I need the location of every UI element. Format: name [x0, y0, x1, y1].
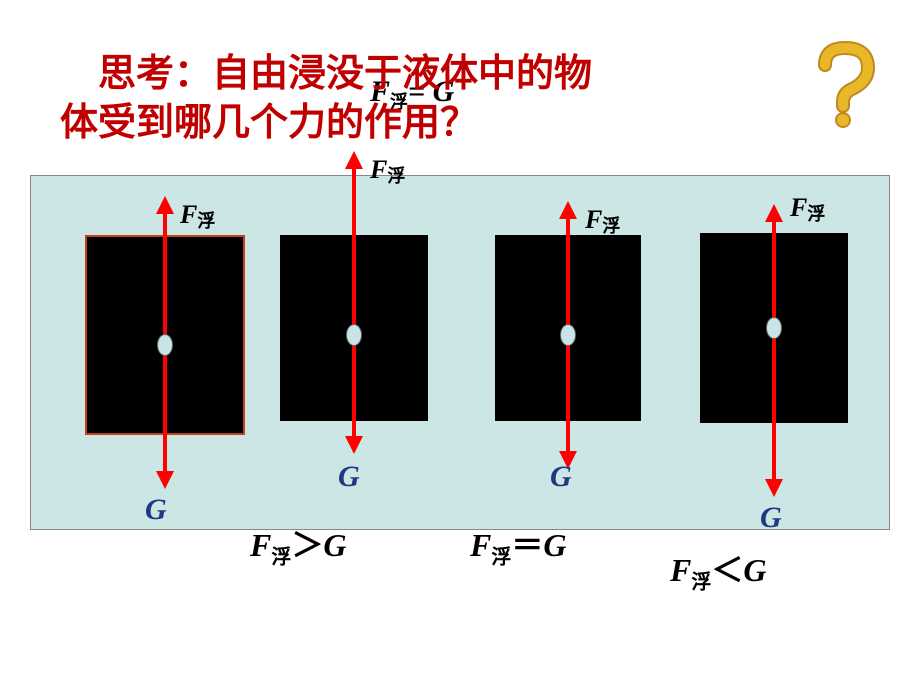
gravity-label: G	[145, 493, 167, 527]
block-4: F浮G	[700, 233, 848, 423]
title-mid: 浸没	[288, 53, 364, 95]
gravity-arrow-line	[163, 345, 167, 485]
buoyancy-arrow-line	[772, 208, 776, 328]
gravity-arrow-line	[772, 328, 776, 493]
title-pre: 思考：自由	[98, 53, 288, 95]
block-3: F浮G	[495, 235, 641, 421]
center-dot	[766, 317, 782, 339]
gravity-arrow-line	[566, 335, 570, 465]
gravity-arrow-head	[765, 479, 783, 497]
buoyancy-arrow-head	[765, 204, 783, 222]
formula-1: F浮＞G	[250, 520, 346, 569]
block-2: F浮G	[280, 235, 428, 421]
center-dot	[157, 334, 173, 356]
title-line2: 体受到哪几个力的作用？	[60, 99, 860, 148]
buoyancy-arrow-line	[352, 155, 356, 335]
title-line1: 思考：自由浸没于液体中的物	[60, 50, 860, 99]
gravity-arrow-head	[156, 471, 174, 489]
formula-2: F浮＝G	[470, 520, 566, 569]
title-post: 于液体中的物	[364, 53, 592, 95]
formula-3: F浮＜G	[670, 545, 766, 594]
buoyancy-label: F浮	[585, 205, 620, 238]
gravity-label: G	[550, 460, 572, 494]
block-1: F浮G	[85, 235, 245, 435]
buoyancy-arrow-line	[566, 205, 570, 335]
buoyancy-arrow-head	[156, 196, 174, 214]
gravity-label: G	[760, 501, 782, 535]
buoyancy-arrow-line	[163, 200, 167, 345]
question-mark-icon	[810, 40, 880, 130]
gravity-arrow-line	[352, 335, 356, 450]
gravity-arrow-head	[345, 436, 363, 454]
title-block: 思考：自由浸没于液体中的物 体受到哪几个力的作用？	[0, 0, 920, 169]
center-dot	[346, 324, 362, 346]
gravity-label: G	[338, 460, 360, 494]
center-dot	[560, 324, 576, 346]
buoyancy-label: F浮	[180, 200, 215, 233]
blocks-container: F浮GF浮GF浮GF浮G	[30, 175, 890, 675]
buoyancy-arrow-head	[559, 201, 577, 219]
buoyancy-label: F浮	[790, 193, 825, 226]
